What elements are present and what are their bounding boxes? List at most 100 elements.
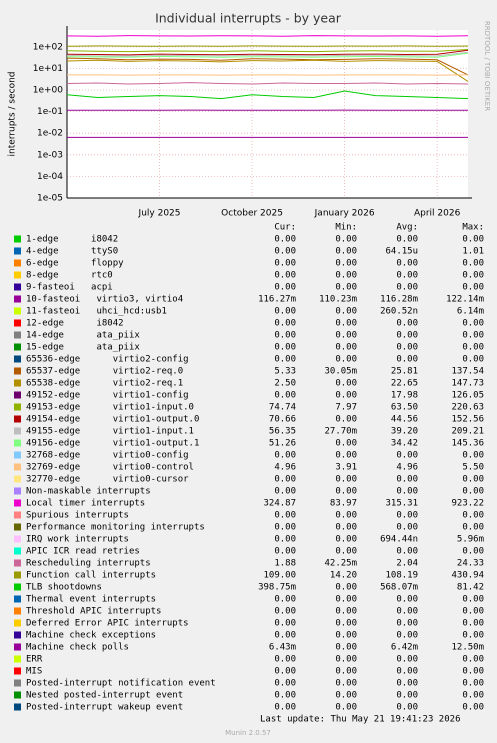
legend-swatch [14,703,21,711]
legend-stat: 0.00 [462,619,484,629]
legend-label: 65538-edge virtio2-req.1 [26,379,183,389]
legend-stat: 0.00 [274,271,296,281]
legend-stat: 0.00 [274,307,296,317]
legend-label: 49152-edge virtio1-config [26,391,189,401]
legend-stat: 25.81 [391,367,418,377]
legend-stat: 0.00 [396,487,418,497]
legend-stat: 22.65 [391,379,418,389]
legend-swatch [14,463,21,471]
legend-label: Deferred Error APIC interrupts [26,619,189,629]
column-header: Min: [335,223,357,233]
series-line [66,51,469,57]
legend-label: 49155-edge virtio1-input.1 [26,427,194,437]
y-tick-label: 1e+02 [33,42,63,52]
legend-stat: 923.22 [451,499,484,509]
legend-stat: 0.00 [335,271,357,281]
legend-stat: 0.00 [396,703,418,713]
legend-stat: 0.00 [335,703,357,713]
legend-label: 65537-edge virtio2-req.0 [26,367,183,377]
legend-stat: 0.00 [462,547,484,557]
legend-stat: 110.23m [319,295,357,305]
legend-stat: 64.15u [385,247,418,257]
legend-stat: 0.00 [335,451,357,461]
legend-stat: 0.00 [396,283,418,293]
legend-stat: 0.00 [274,619,296,629]
legend-stat: 0.00 [462,703,484,713]
legend-stat: 0.00 [335,655,357,665]
series-line [66,49,469,53]
legend-stat: 0.00 [274,247,296,257]
legend-stat: 0.00 [274,667,296,677]
footer: Munin 2.0.57 [225,729,271,737]
legend-stat: 0.00 [274,259,296,269]
legend-stat: 0.00 [274,391,296,401]
legend-stat: 2.50 [274,379,296,389]
legend-stat: 0.00 [462,607,484,617]
legend-stat: 0.00 [335,667,357,677]
legend-stat: 0.00 [335,523,357,533]
legend-label: 15-edge ata_piix [26,343,140,353]
legend-stat: 0.00 [335,283,357,293]
legend-stat: 0.00 [274,679,296,689]
legend-label: ERR [26,655,43,665]
legend-stat: 0.00 [335,307,357,317]
legend-stat: 0.00 [335,259,357,269]
legend-stat: 0.00 [274,487,296,497]
legend-stat: 51.26 [269,439,296,449]
legend-label: 65536-edge virtio2-config [26,355,189,365]
legend-stat: 147.73 [451,379,484,389]
legend-stat: 0.00 [396,679,418,689]
legend-label: 11-fasteoi uhci_hcd:usb1 [26,307,167,317]
legend-stat: 0.00 [396,319,418,329]
legend-stat: 324.87 [263,499,296,509]
legend-stat: 0.00 [462,451,484,461]
legend-stat: 6.43m [269,643,296,653]
legend-swatch [14,451,21,459]
legend-stat: 0.00 [274,655,296,665]
legend-stat: 0.00 [396,631,418,641]
legend-label: Posted-interrupt notification event [26,679,216,689]
legend-swatch [14,631,21,639]
legend-stat: 0.00 [335,379,357,389]
legend-stat: 0.00 [462,631,484,641]
legend-swatch [14,691,21,699]
legend-stat: 430.94 [451,571,484,581]
legend-label: 8-edge rtc0 [26,271,113,281]
legend-stat: 260.52n [380,307,418,317]
legend-label: APIC ICR read retries [26,547,140,557]
legend-stat: 6.42m [391,643,418,653]
legend-stat: 0.00 [462,595,484,605]
legend-stat: 0.00 [274,355,296,365]
legend-stat: 0.00 [462,523,484,533]
last-update: Last update: Thu May 21 19:41:23 2026 [260,715,460,725]
legend-swatch [14,247,21,255]
legend-stat: 0.00 [462,259,484,269]
legend-stat: 0.00 [335,595,357,605]
legend-stat: 137.54 [451,367,484,377]
legend-swatch [14,391,21,399]
legend-stat: 14.20 [330,571,357,581]
y-tick-label: 1e-05 [37,194,63,204]
legend-stat: 0.00 [274,283,296,293]
series-line [66,59,469,82]
legend-stat: 1.88 [274,559,296,569]
legend-stat: 0.00 [396,547,418,557]
legend-stat: 56.35 [269,427,296,437]
legend-stat: 0.00 [396,511,418,521]
legend-stat: 4.96 [396,463,418,473]
legend-swatch [14,415,21,423]
legend-label: 32769-edge virtio0-control [26,463,194,473]
legend-stat: 0.00 [335,691,357,701]
chart-title: Individual interrupts - by year [155,11,342,26]
legend-stat: 42.25m [324,559,357,569]
legend-stat: 70.66 [269,415,296,425]
legend-stat: 0.00 [335,331,357,341]
legend-stat: 0.00 [396,259,418,269]
legend-swatch [14,259,21,267]
legend-stat: 17.98 [391,391,418,401]
legend-stat: 0.00 [335,643,357,653]
legend-swatch [14,319,21,327]
legend-swatch [14,511,21,519]
legend-stat: 0.00 [396,343,418,353]
